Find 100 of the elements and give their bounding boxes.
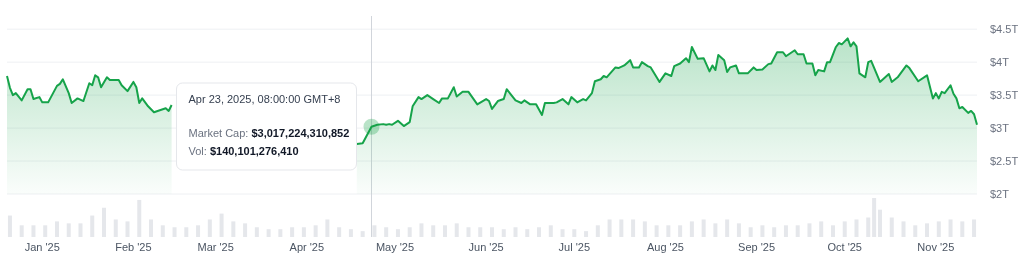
bar: [54, 221, 59, 237]
bar: [525, 229, 530, 237]
bar: [972, 219, 977, 237]
bar: [290, 227, 295, 237]
bar: [678, 225, 683, 237]
bar: [736, 223, 741, 237]
bar: [948, 219, 953, 237]
x-tick-label: Jun '25: [468, 241, 504, 253]
bar: [666, 225, 671, 237]
annotation: Apr 23, 2025, 08:00:00 GMT+8: [188, 93, 341, 105]
bar: [243, 223, 248, 237]
y-tick-label: $3.5T: [990, 88, 1019, 101]
bar: [872, 198, 877, 237]
bar: [278, 229, 283, 237]
bar: [137, 199, 142, 237]
bar: [301, 227, 306, 237]
bar: [160, 225, 165, 237]
bar: [254, 227, 259, 237]
y-tick-label: $2T: [990, 187, 1010, 200]
bar: [125, 221, 130, 237]
bar: [113, 219, 118, 237]
bar: [642, 221, 647, 237]
bar: [384, 227, 389, 237]
bar: [866, 217, 871, 237]
bar: [442, 225, 447, 237]
bar: [795, 225, 800, 237]
bar: [631, 219, 636, 237]
x-tick-label: Oct '25: [827, 241, 862, 253]
bar: [313, 225, 318, 237]
bar: [713, 223, 718, 237]
bar: [913, 225, 918, 237]
x-tick-label: Apr '25: [289, 241, 325, 253]
bar: [172, 227, 177, 237]
x-tick-label: Jul '25: [558, 241, 591, 253]
x-tick-label: Feb '25: [115, 241, 152, 253]
y-tick-label: $4.5T: [990, 23, 1019, 36]
bar: [725, 219, 730, 237]
bar: [689, 221, 694, 237]
bar: [184, 227, 189, 237]
bar: [66, 223, 71, 237]
bar: [701, 219, 706, 237]
bar: [560, 229, 565, 237]
x-tick-label: Mar '25: [197, 241, 234, 253]
bar: [419, 223, 424, 237]
bar: [337, 227, 342, 237]
bar: [78, 223, 83, 237]
x-tick-label: Aug '25: [646, 241, 684, 253]
y-tick-label: $4T: [990, 56, 1010, 68]
y-tick-label: $3T: [990, 121, 1010, 134]
bar: [889, 217, 894, 237]
bar: [348, 229, 353, 237]
bar: [219, 213, 224, 237]
bar: [783, 225, 788, 237]
bar: [748, 227, 753, 237]
bar: [43, 225, 48, 237]
bar: [654, 225, 659, 237]
bar: [207, 219, 212, 237]
bar: [478, 227, 483, 237]
x-tick-label: Nov '25: [917, 241, 955, 253]
bar: [830, 225, 835, 237]
bar: [325, 219, 330, 237]
x-tick-label: May '25: [375, 241, 415, 253]
bar: [607, 219, 612, 237]
bar: [619, 219, 624, 237]
bar: [501, 229, 506, 237]
bar: [454, 223, 459, 237]
bar: [513, 227, 518, 237]
bar: [7, 215, 12, 237]
bar: [266, 229, 271, 237]
bar: [772, 227, 777, 237]
bar: [395, 229, 400, 237]
bar: [19, 225, 24, 237]
bar: [431, 225, 436, 237]
bar: [572, 229, 577, 237]
bar: [936, 221, 941, 237]
bar: [584, 231, 589, 237]
bar: [819, 221, 824, 237]
bar: [925, 223, 930, 237]
bar: [372, 225, 377, 237]
bar: [807, 223, 812, 237]
bar: [31, 225, 36, 237]
bar: [149, 219, 154, 237]
bar: [537, 227, 542, 237]
x-tick-label: Jan '25: [24, 241, 60, 253]
bar: [407, 227, 412, 237]
bar: [466, 227, 471, 237]
bar: [90, 215, 95, 237]
bar: [901, 221, 906, 237]
bar: [760, 225, 765, 237]
bar: [196, 225, 201, 237]
annotation: Vol: $140,101,276,410: [188, 145, 299, 157]
bar: [854, 219, 859, 237]
bar: [842, 221, 847, 237]
bar: [595, 225, 600, 237]
y-tick-label: $2.5T: [990, 154, 1019, 167]
bar: [360, 231, 365, 237]
bar: [960, 221, 965, 237]
annotation: Market Cap: $3,017,224,310,852: [188, 127, 350, 139]
bar: [231, 221, 236, 237]
x-tick-label: Sep '25: [738, 241, 776, 253]
